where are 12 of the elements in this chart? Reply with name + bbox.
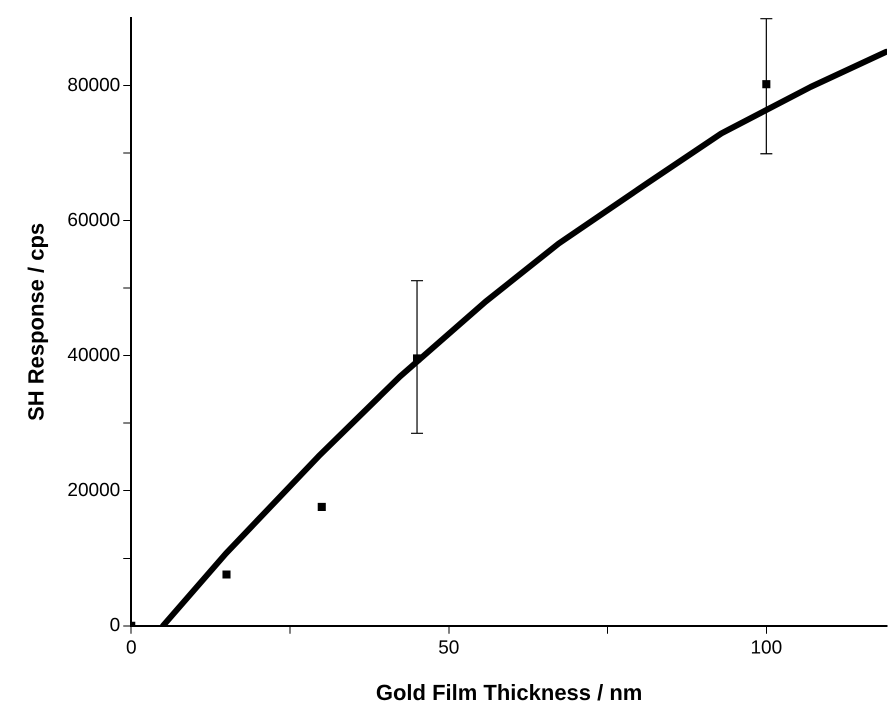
y-tick-label: 60000 xyxy=(67,210,120,231)
x-tick-label: 100 xyxy=(750,637,782,658)
point xyxy=(318,502,326,511)
x-tick-label: 50 xyxy=(438,637,460,658)
y-tick-label: 20000 xyxy=(67,480,120,501)
y-axis-title: SH Response / cps xyxy=(23,222,48,421)
x-tick-label: 0 xyxy=(126,637,137,658)
x-axis-title: Gold Film Thickness / nm xyxy=(376,680,642,705)
y-tick-label: 0 xyxy=(110,615,120,636)
y-tick-label: 80000 xyxy=(67,74,120,96)
point xyxy=(222,570,231,579)
y-tick-label: 40000 xyxy=(67,344,120,366)
